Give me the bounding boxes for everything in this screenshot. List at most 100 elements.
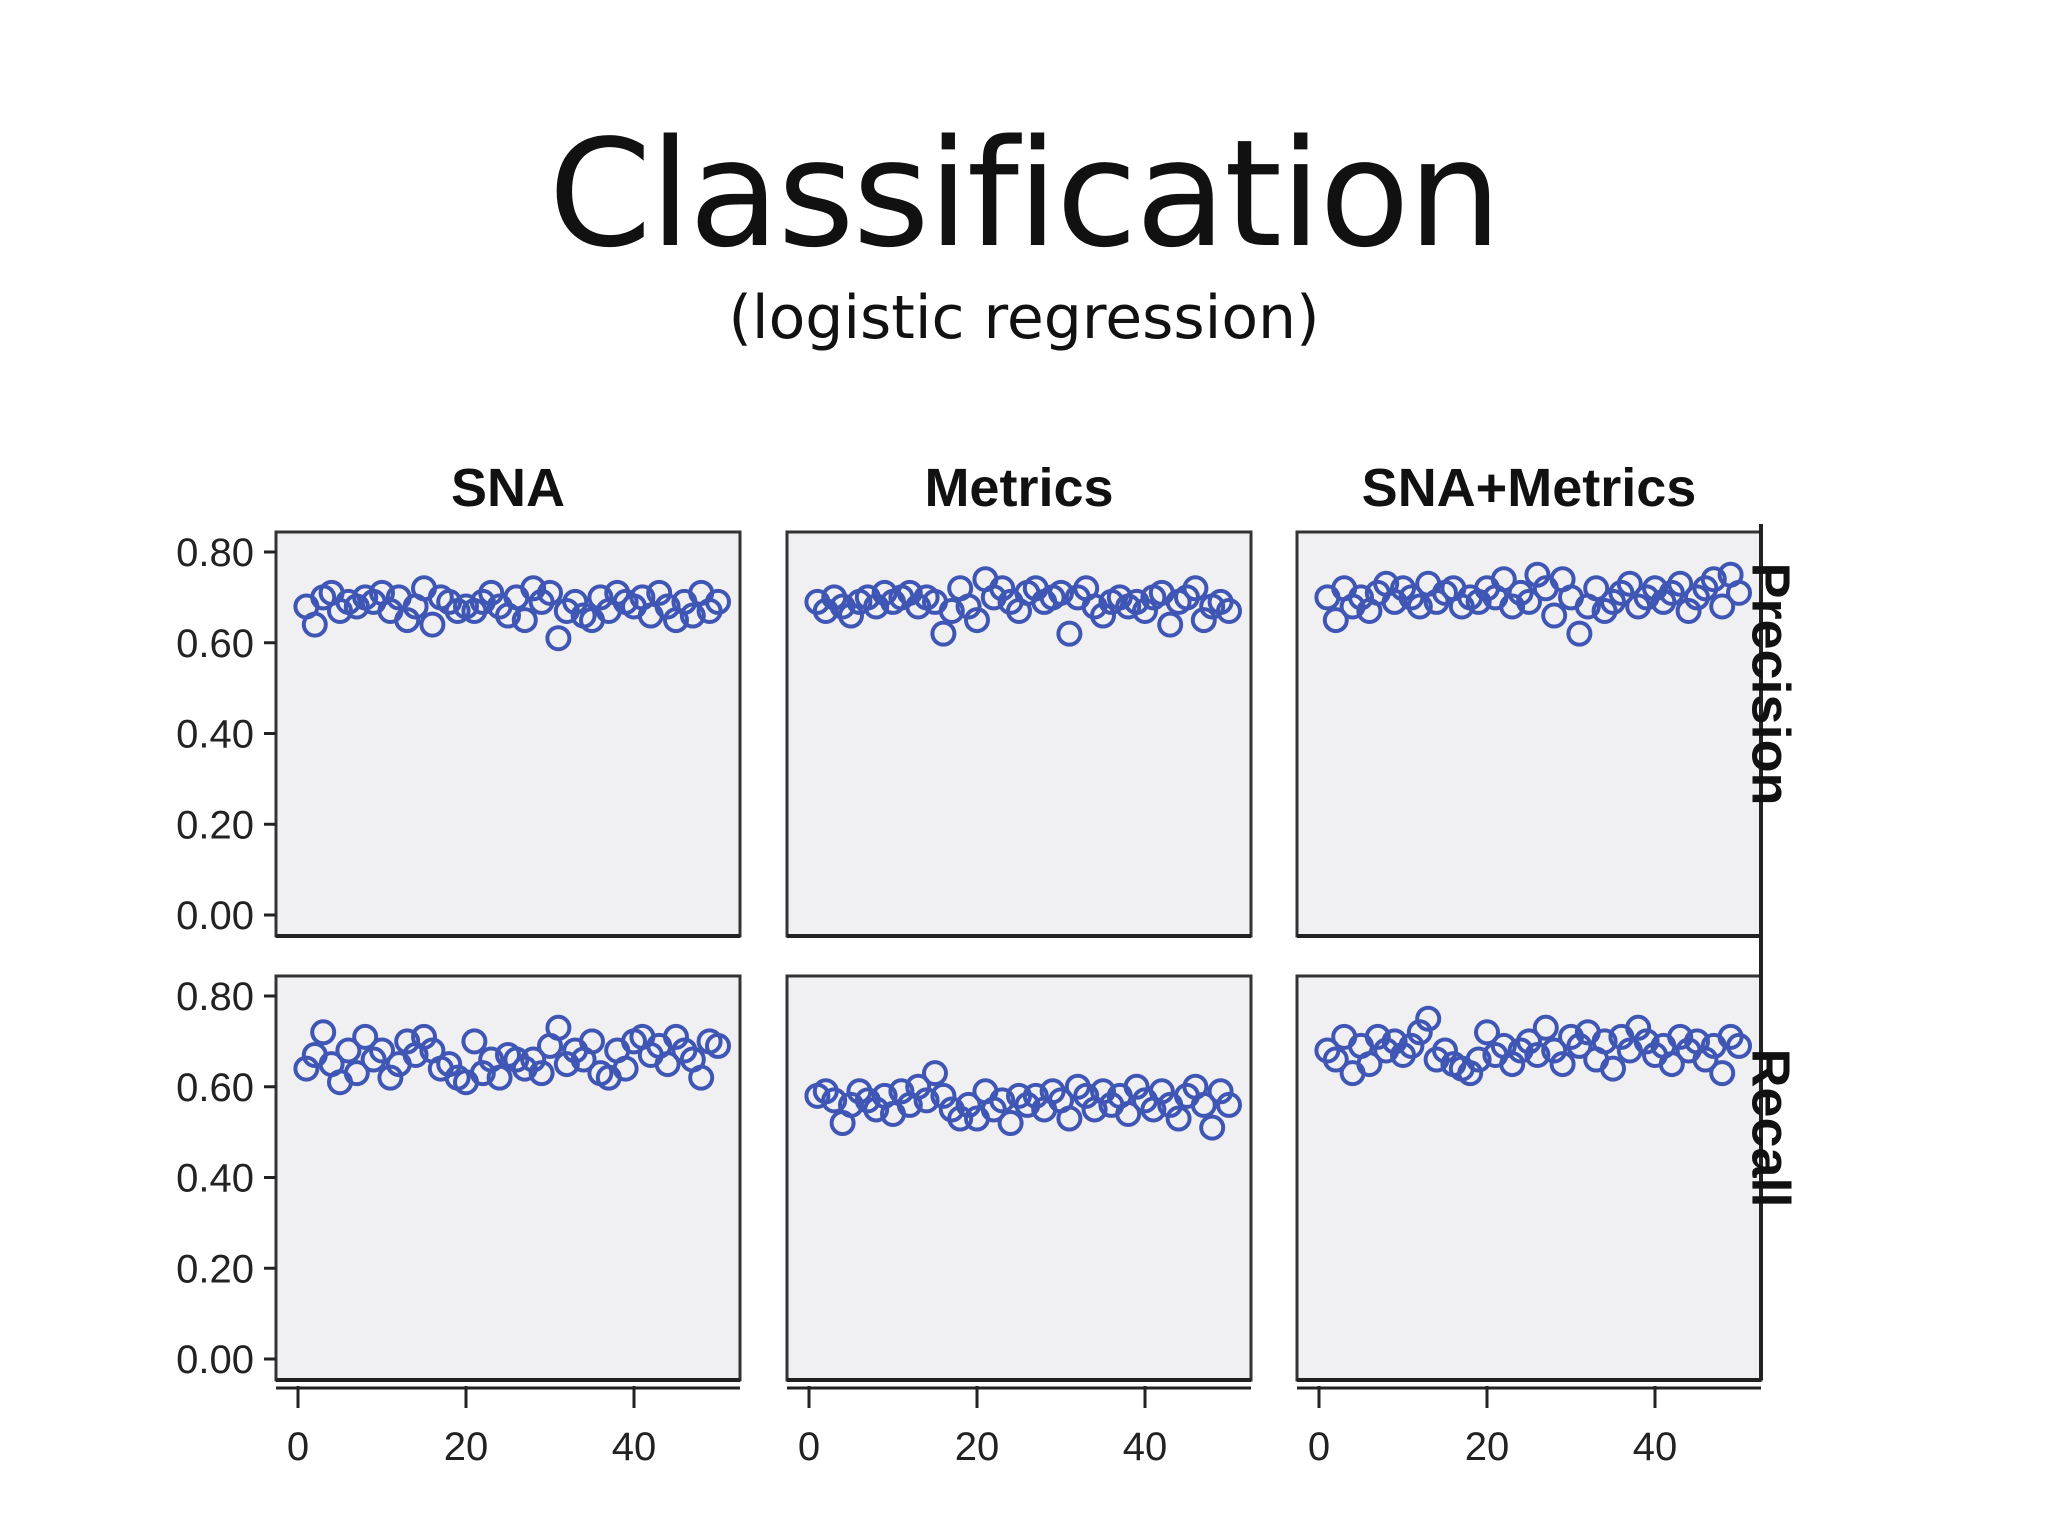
data-point [436, 1051, 463, 1078]
data-point [964, 607, 990, 634]
data-point [1415, 1005, 1442, 1032]
column-title: SNA+Metrics [1362, 458, 1697, 518]
data-point [913, 1087, 940, 1114]
data-point [1381, 1028, 1408, 1055]
data-point [1022, 1082, 1049, 1109]
y-tick-label: 0.20 [176, 1247, 254, 1291]
data-point [1642, 575, 1668, 602]
y-tick-label: 0.80 [176, 975, 254, 1019]
row-title: Precision [1741, 562, 1801, 805]
data-point [1207, 1078, 1234, 1105]
data-point [705, 1032, 731, 1059]
data-point [419, 611, 446, 638]
data-point [520, 575, 547, 602]
data-point [469, 1060, 496, 1087]
x-tick-label: 20 [444, 1425, 489, 1469]
data-point [1165, 1105, 1192, 1132]
data-point [863, 593, 890, 620]
data-point [930, 620, 957, 647]
y-tick-label: 0.00 [176, 1338, 254, 1382]
data-point [520, 1046, 547, 1073]
data-point [587, 584, 614, 611]
x-tick-label: 40 [1633, 1425, 1678, 1469]
data-point [955, 593, 982, 620]
data-point [1090, 1078, 1116, 1105]
data-point [812, 597, 839, 624]
data-point [947, 1105, 974, 1132]
data-point [888, 1078, 915, 1105]
data-point [335, 1037, 362, 1064]
data-point [293, 1055, 320, 1082]
data-point [1406, 1019, 1433, 1046]
panel-background [276, 976, 740, 1380]
data-point [1541, 1037, 1568, 1064]
data-point [989, 575, 1016, 602]
x-tick-label: 40 [612, 1425, 657, 1469]
data-point [545, 625, 572, 652]
data-point [1364, 1023, 1391, 1050]
data-point [301, 611, 328, 638]
data-point [411, 1023, 437, 1050]
slide-title: Classification [548, 108, 1501, 280]
data-point [1524, 561, 1551, 588]
y-tick-label: 0.60 [176, 1066, 254, 1110]
data-point [1625, 1014, 1652, 1041]
data-point [1356, 1051, 1383, 1078]
data-point [863, 1096, 890, 1123]
data-point [1190, 1091, 1217, 1118]
data-point [1056, 620, 1083, 647]
data-point [377, 1064, 404, 1091]
data-point [1190, 607, 1217, 634]
column-title: Metrics [924, 458, 1113, 518]
data-point [1115, 1100, 1142, 1127]
data-point [1132, 597, 1158, 624]
data-point [478, 579, 505, 606]
data-point [821, 1087, 848, 1114]
panel-background [787, 976, 1251, 1380]
data-point [1322, 1046, 1349, 1073]
y-tick-label: 0.40 [176, 1157, 254, 1201]
y-tick-label: 0.60 [176, 622, 254, 666]
data-point [1700, 566, 1727, 593]
y-tick-label: 0.20 [176, 803, 254, 847]
slide-subtitle: (logistic regression) [728, 283, 1320, 353]
x-tick-label: 0 [798, 1425, 820, 1469]
x-tick-label: 0 [287, 1425, 309, 1469]
data-point [838, 1091, 864, 1118]
data-point [1406, 593, 1433, 620]
data-point [562, 588, 589, 615]
data-point [1516, 588, 1542, 615]
y-tick-label: 0.00 [176, 894, 254, 938]
data-point [1157, 611, 1184, 638]
data-point [705, 588, 731, 615]
data-point [1591, 1028, 1618, 1055]
data-point [537, 579, 563, 606]
data-point [394, 607, 421, 634]
data-point [1123, 1073, 1150, 1100]
data-point [1600, 1055, 1626, 1082]
data-point [1348, 584, 1374, 611]
data-point [1709, 1060, 1736, 1087]
data-point [997, 1110, 1024, 1137]
data-point [688, 1064, 715, 1091]
data-point [1633, 1028, 1660, 1055]
data-point [1726, 1032, 1752, 1059]
y-tick-label: 0.80 [176, 531, 254, 575]
data-point [1499, 1051, 1526, 1078]
data-point [646, 579, 673, 606]
data-point [1566, 1032, 1593, 1059]
data-point [896, 579, 923, 606]
data-point [1465, 588, 1492, 615]
data-point [343, 1060, 370, 1087]
data-point [1667, 1023, 1694, 1050]
data-point [1566, 620, 1593, 647]
data-point [1216, 1091, 1242, 1118]
data-point [1549, 1051, 1576, 1078]
y-tick-label: 0.40 [176, 713, 254, 757]
data-point [922, 1060, 948, 1087]
data-point [1322, 607, 1349, 634]
column-title: SNA [451, 458, 565, 518]
data-point [1056, 1105, 1083, 1132]
data-point [486, 1064, 513, 1091]
